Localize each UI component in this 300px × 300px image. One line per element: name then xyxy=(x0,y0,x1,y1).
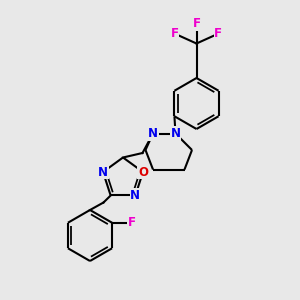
Text: N: N xyxy=(148,127,158,140)
Text: F: F xyxy=(214,27,222,40)
Text: F: F xyxy=(128,216,136,229)
Text: N: N xyxy=(130,189,140,202)
Text: F: F xyxy=(193,17,200,31)
Text: N: N xyxy=(98,166,108,178)
Text: O: O xyxy=(138,166,148,178)
Text: F: F xyxy=(171,27,179,40)
Text: N: N xyxy=(170,127,181,140)
